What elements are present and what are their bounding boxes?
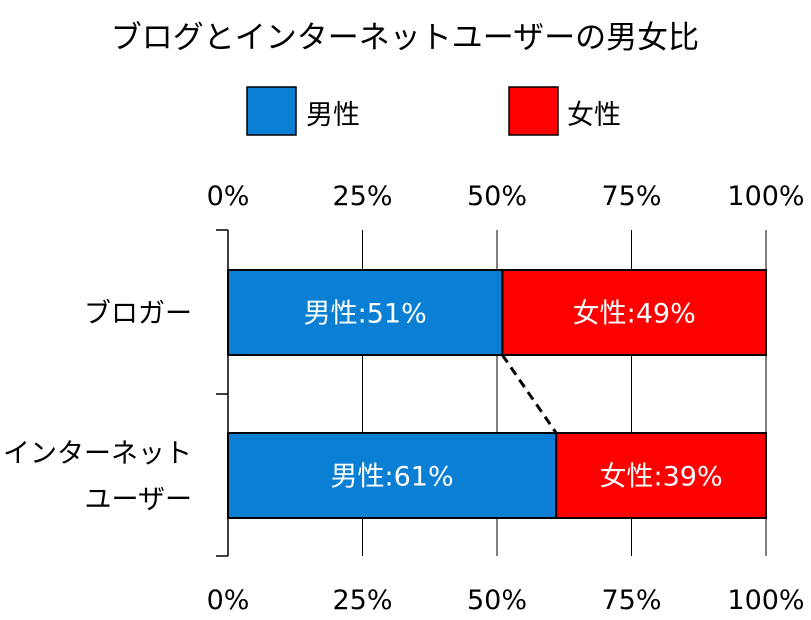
x-tick-label-bottom: 0% (207, 585, 250, 616)
category-label: ユーザー (85, 485, 192, 516)
chart-title: ブログとインターネットユーザーの男女比 (111, 20, 699, 56)
x-tick-label-top: 0% (207, 181, 250, 212)
x-tick-label-bottom: 100% (727, 585, 804, 616)
data-label-2-2: 女性:39% (600, 462, 723, 493)
legend-swatch-1 (246, 86, 297, 136)
bar-2-series-1 (227, 432, 558, 519)
data-label-1-2: 女性:49% (573, 299, 696, 330)
x-tick-label-top: 75% (601, 181, 661, 212)
bar-1-series-2 (501, 269, 767, 356)
legend-swatch-2 (508, 86, 559, 136)
bar-2-series-2 (555, 432, 767, 519)
legend-label-2: 女性 (567, 100, 621, 131)
category-label: ブロガー (84, 299, 192, 330)
bar-1-series-1 (227, 269, 504, 356)
x-tick-label-bottom: 75% (601, 585, 661, 616)
x-tick-label-bottom: 25% (332, 585, 392, 616)
legend-label-1: 男性 (306, 100, 360, 131)
x-tick-label-top: 25% (332, 181, 392, 212)
x-tick-label-top: 100% (727, 181, 804, 212)
x-tick-label-bottom: 50% (467, 585, 527, 616)
x-tick-label-top: 50% (467, 181, 527, 212)
legend: 男性 女性 (246, 86, 621, 136)
category-label: インターネット (3, 439, 192, 470)
bars: 男性:51% 女性:49% 男性:61% 女性:39% (227, 269, 767, 519)
tick-labels: 0% 0% 25% 25% 50% 50% 75% 75% 100% 100% (207, 181, 805, 616)
data-label-2-1: 男性:61% (331, 462, 454, 493)
data-label-1-1: 男性:51% (304, 299, 427, 330)
connector-line (501, 354, 558, 434)
